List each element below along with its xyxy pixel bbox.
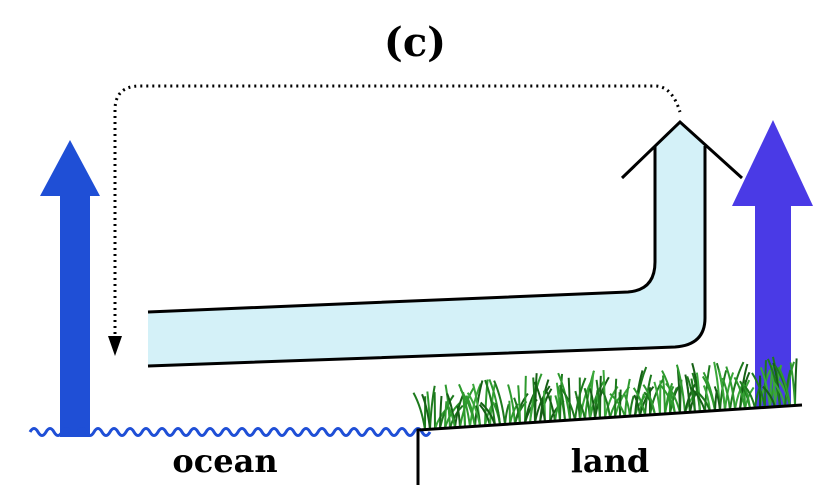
ocean-flux-shaft xyxy=(60,192,90,437)
panel-title: (c) xyxy=(384,19,446,66)
land-label: land xyxy=(571,442,650,480)
ocean-label: ocean xyxy=(172,442,277,480)
grass-blade xyxy=(620,390,621,417)
diagram: (c) ocean land xyxy=(0,0,830,485)
